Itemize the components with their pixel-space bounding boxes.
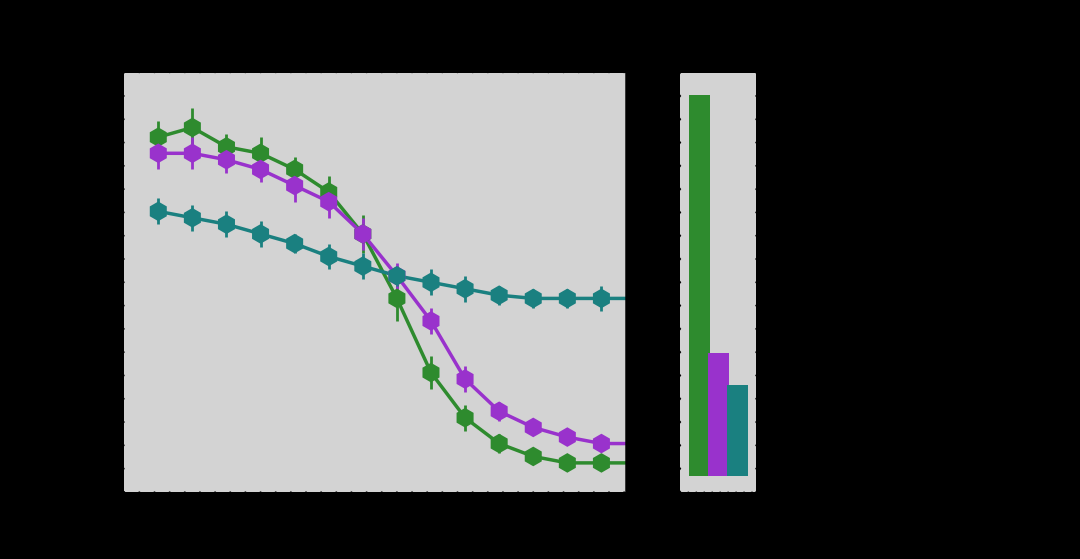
Point bbox=[593, 458, 610, 467]
Polygon shape bbox=[670, 0, 774, 559]
Point bbox=[354, 229, 372, 238]
Point bbox=[558, 458, 576, 467]
Bar bbox=[689, 95, 710, 476]
Point bbox=[184, 214, 201, 222]
Point bbox=[626, 458, 644, 467]
Point bbox=[422, 316, 440, 325]
Point bbox=[422, 278, 440, 287]
Point bbox=[286, 239, 303, 248]
Point bbox=[218, 143, 235, 151]
Point bbox=[218, 155, 235, 164]
Point bbox=[389, 294, 406, 303]
Point bbox=[626, 439, 644, 448]
Point bbox=[558, 433, 576, 442]
Point bbox=[354, 229, 372, 238]
Point bbox=[286, 165, 303, 174]
Point bbox=[457, 413, 474, 422]
Bar bbox=[707, 353, 729, 476]
Point bbox=[626, 294, 644, 303]
Point bbox=[525, 294, 542, 303]
Point bbox=[422, 368, 440, 377]
Point bbox=[593, 439, 610, 448]
Point bbox=[150, 207, 167, 216]
Point bbox=[389, 271, 406, 280]
Polygon shape bbox=[124, 27, 670, 73]
Polygon shape bbox=[680, 492, 756, 537]
Point bbox=[490, 291, 508, 300]
Point bbox=[457, 375, 474, 383]
Point bbox=[457, 285, 474, 293]
Point bbox=[320, 252, 337, 261]
Point bbox=[218, 220, 235, 229]
Point bbox=[354, 262, 372, 271]
Polygon shape bbox=[19, 0, 124, 559]
Point bbox=[525, 423, 542, 432]
Point bbox=[525, 452, 542, 461]
Point bbox=[320, 197, 337, 206]
Point bbox=[150, 132, 167, 141]
Point bbox=[184, 149, 201, 158]
Point bbox=[252, 149, 269, 158]
Point bbox=[593, 294, 610, 303]
Point bbox=[320, 187, 337, 196]
Polygon shape bbox=[680, 27, 756, 73]
Point bbox=[252, 229, 269, 238]
Point bbox=[286, 181, 303, 190]
Point bbox=[558, 294, 576, 303]
Polygon shape bbox=[626, 0, 680, 559]
Bar bbox=[727, 386, 747, 476]
Point bbox=[490, 407, 508, 416]
Point bbox=[184, 123, 201, 132]
Point bbox=[252, 165, 269, 174]
Polygon shape bbox=[756, 0, 810, 559]
Polygon shape bbox=[124, 492, 670, 537]
Point bbox=[490, 439, 508, 448]
Point bbox=[389, 271, 406, 280]
Point bbox=[150, 149, 167, 158]
